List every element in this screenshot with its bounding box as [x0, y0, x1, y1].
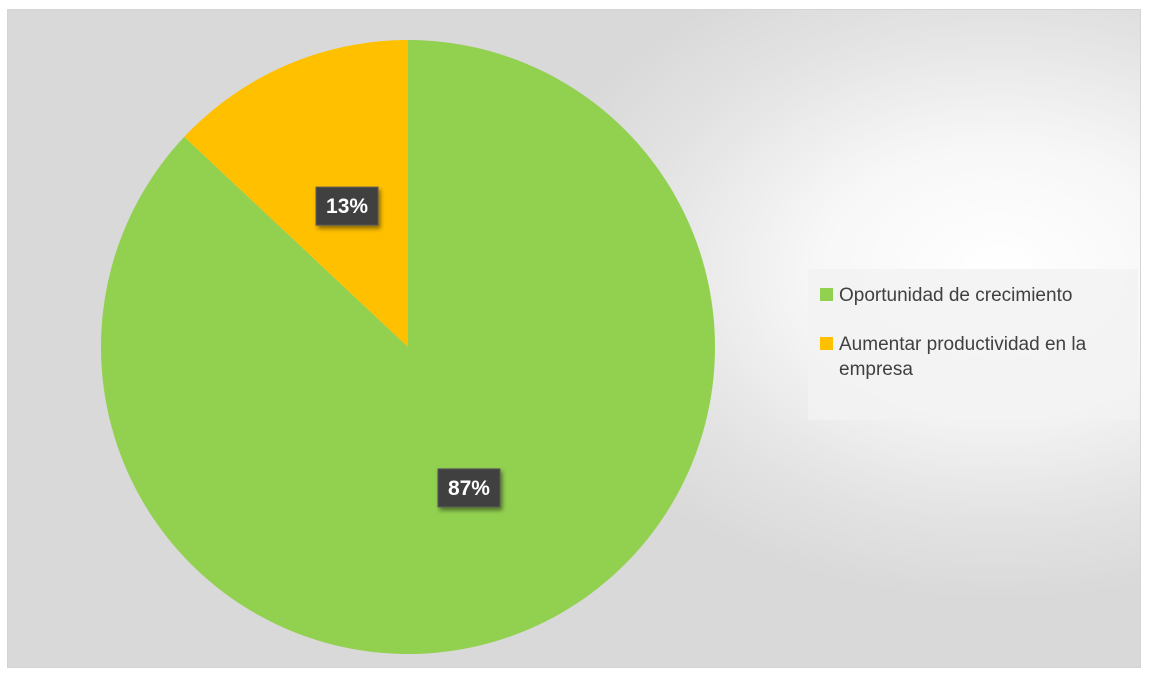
data-label-aumentar-box	[315, 186, 379, 226]
data-label-aumentar: 13%	[315, 186, 379, 226]
pie-slice-aumentar	[184, 40, 408, 347]
legend-swatch-oportunidad	[820, 288, 833, 301]
legend-label-aumentar: Aumentar productividad en la empresa	[839, 334, 1087, 380]
legend: Oportunidad de crecimiento Aumentar prod…	[808, 269, 1138, 420]
pie-slice-oportunidad	[100, 40, 715, 654]
data-label-oportunidad-text: 87%	[448, 477, 490, 500]
legend-label-oportunidad: Oportunidad de crecimiento	[839, 285, 1073, 306]
data-label-aumentar-text: 13%	[326, 195, 368, 218]
legend-swatch-aumentar	[820, 337, 833, 350]
legend-item-aumentar: Aumentar productividad en la empresa	[820, 332, 1128, 382]
chart-area: 87% 13% Oportunidad de crecimiento Aument…	[7, 9, 1141, 668]
data-label-oportunidad-box	[437, 468, 501, 508]
legend-item-oportunidad: Oportunidad de crecimiento	[820, 283, 1128, 308]
pie-chart: 87% 13%	[100, 40, 715, 654]
data-label-oportunidad: 87%	[437, 468, 501, 508]
